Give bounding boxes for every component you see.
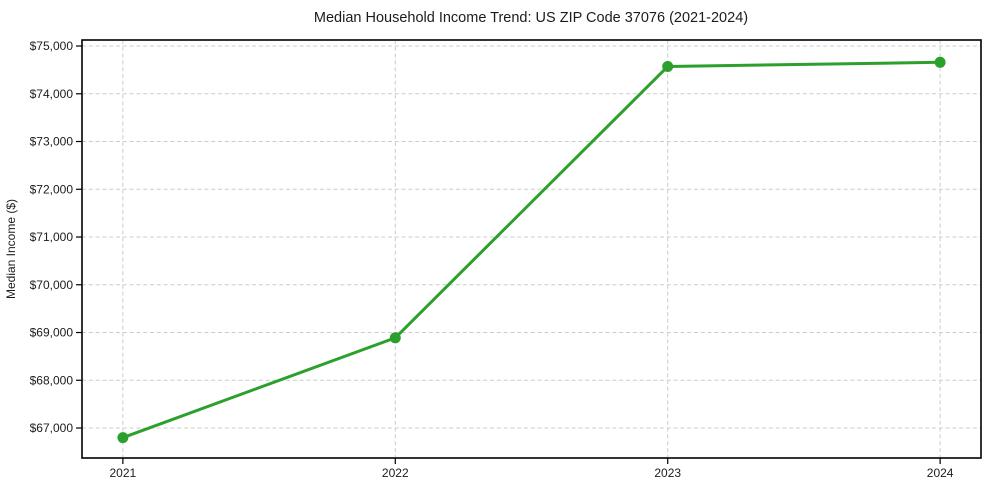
y-tick-labels: $67,000 $68,000 $69,000 $70,000 $71,000 $72,0…	[30, 39, 74, 435]
trend-line	[121, 60, 942, 440]
axis-ticks	[76, 45, 941, 464]
x-tick-label: 2022	[382, 466, 409, 480]
vertical-gridlines	[122, 40, 941, 458]
data-point-marker	[389, 332, 401, 344]
y-tick-label: $72,000	[30, 182, 74, 196]
chart-title: Median Household Income Trend: US ZIP Co…	[314, 10, 748, 26]
y-tick-label: $75,000	[30, 39, 74, 53]
x-tick-labels: 2021 2022 2023 2024	[110, 466, 954, 480]
y-tick-label: $74,000	[30, 87, 74, 101]
x-tick-label: 2024	[927, 466, 954, 480]
plot-border	[81, 39, 982, 459]
y-tick-label: $70,000	[30, 278, 74, 292]
y-tick-label: $73,000	[30, 135, 74, 149]
horizontal-gridlines	[82, 45, 981, 429]
y-tick-label: $68,000	[30, 373, 74, 387]
data-point-marker	[662, 61, 674, 72]
y-tick-label: $67,000	[30, 421, 74, 435]
y-axis-label: Median Income ($)	[4, 199, 18, 299]
y-tick-label: $69,000	[30, 326, 74, 340]
x-tick-label: 2023	[654, 466, 681, 480]
data-point-marker	[934, 56, 946, 68]
y-tick-label: $71,000	[30, 230, 74, 244]
data-point-markers	[117, 56, 946, 444]
x-tick-label: 2021	[110, 466, 137, 480]
data-point-marker	[117, 432, 129, 444]
